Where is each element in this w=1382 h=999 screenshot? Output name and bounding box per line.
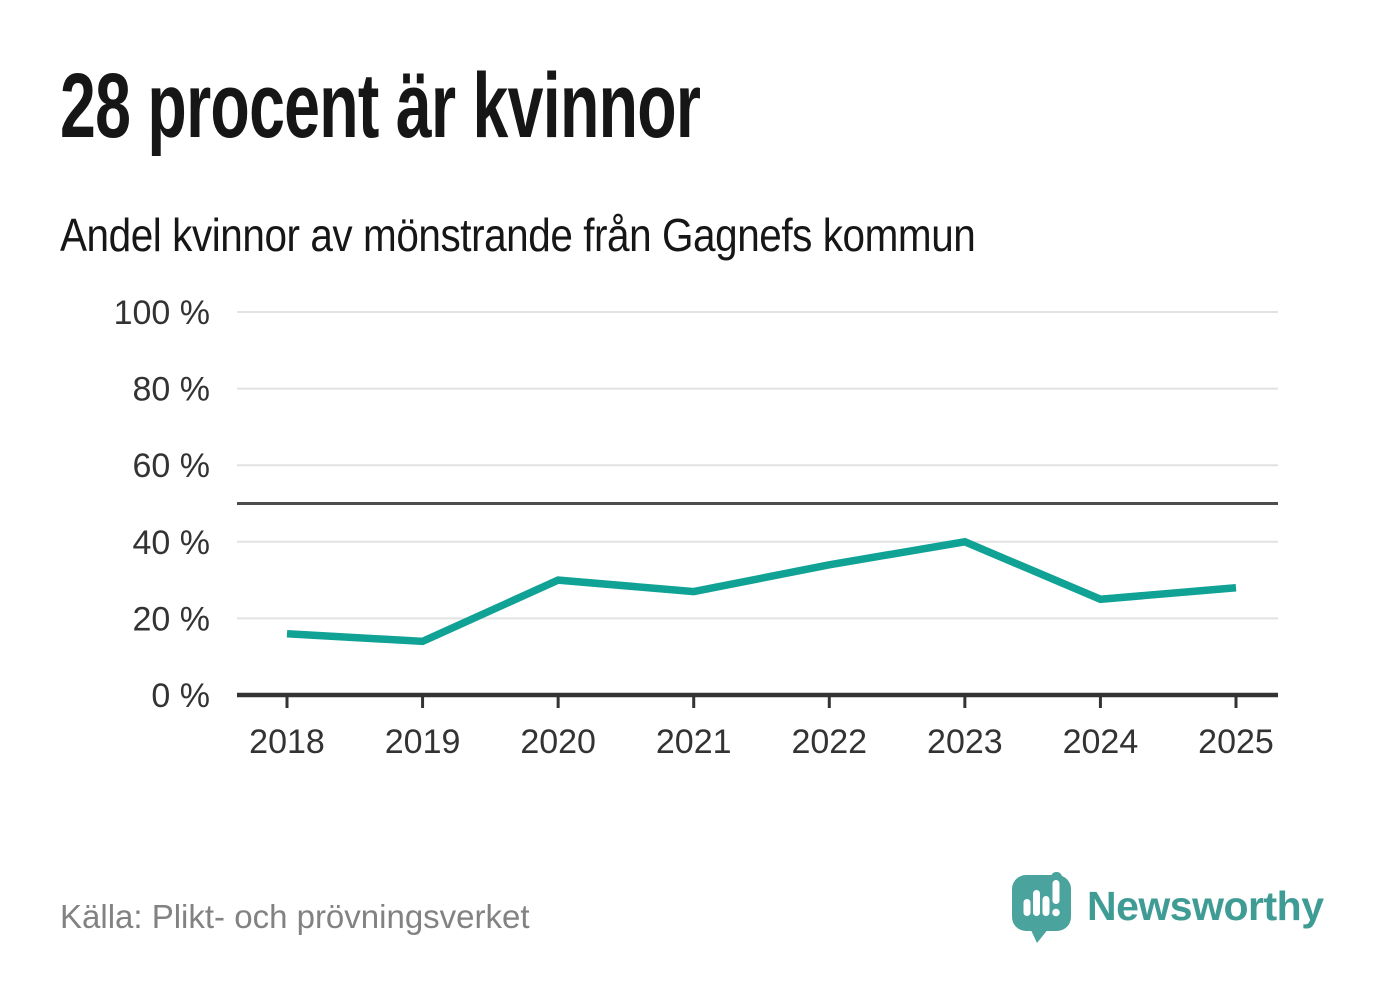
brand-name: Newsworthy	[1087, 882, 1324, 929]
y-axis-tick-label: 60 %	[133, 447, 211, 485]
y-axis-tick-label: 0 %	[151, 677, 210, 715]
page-subtitle: Andel kvinnor av mönstrande från Gagnefs…	[60, 209, 976, 261]
data-line-andel-kvinnor-av-m-nstrande	[286, 537, 1237, 646]
source-note: Källa: Plikt- och prövningsverket	[60, 898, 530, 935]
newsworthy-bubble-chart-icon	[1012, 872, 1071, 943]
y-axis-tick-label: 20 %	[133, 600, 211, 638]
x-axis-tick-label: 2021	[656, 723, 732, 761]
x-axis-tick-label: 2019	[385, 723, 461, 761]
x-axis-tick-label: 2025	[1198, 723, 1274, 761]
y-axis-tick-label: 40 %	[133, 524, 211, 562]
x-axis-tick-label: 2018	[249, 723, 325, 761]
chart-axis-labels: 0 % 20 % 40 % 60 % 80 % 100 % 2018 2019 2020 2021…	[114, 294, 1274, 761]
chart-data-line	[286, 537, 1237, 646]
y-axis-tick-label: 100 %	[114, 294, 210, 332]
y-axis-tick-label: 80 %	[133, 371, 211, 409]
x-axis-tick-label: 2022	[791, 723, 867, 761]
x-axis-tick-label: 2020	[520, 723, 596, 761]
chart-axis	[237, 692, 1278, 708]
x-axis-tick-label: 2023	[927, 723, 1003, 761]
chart-gridlines	[237, 311, 1278, 620]
brand-logo: Newsworthy	[1011, 872, 1324, 944]
page-title: 28 procent är kvinnor	[60, 55, 701, 157]
x-axis-tick-label: 2024	[1063, 723, 1139, 761]
